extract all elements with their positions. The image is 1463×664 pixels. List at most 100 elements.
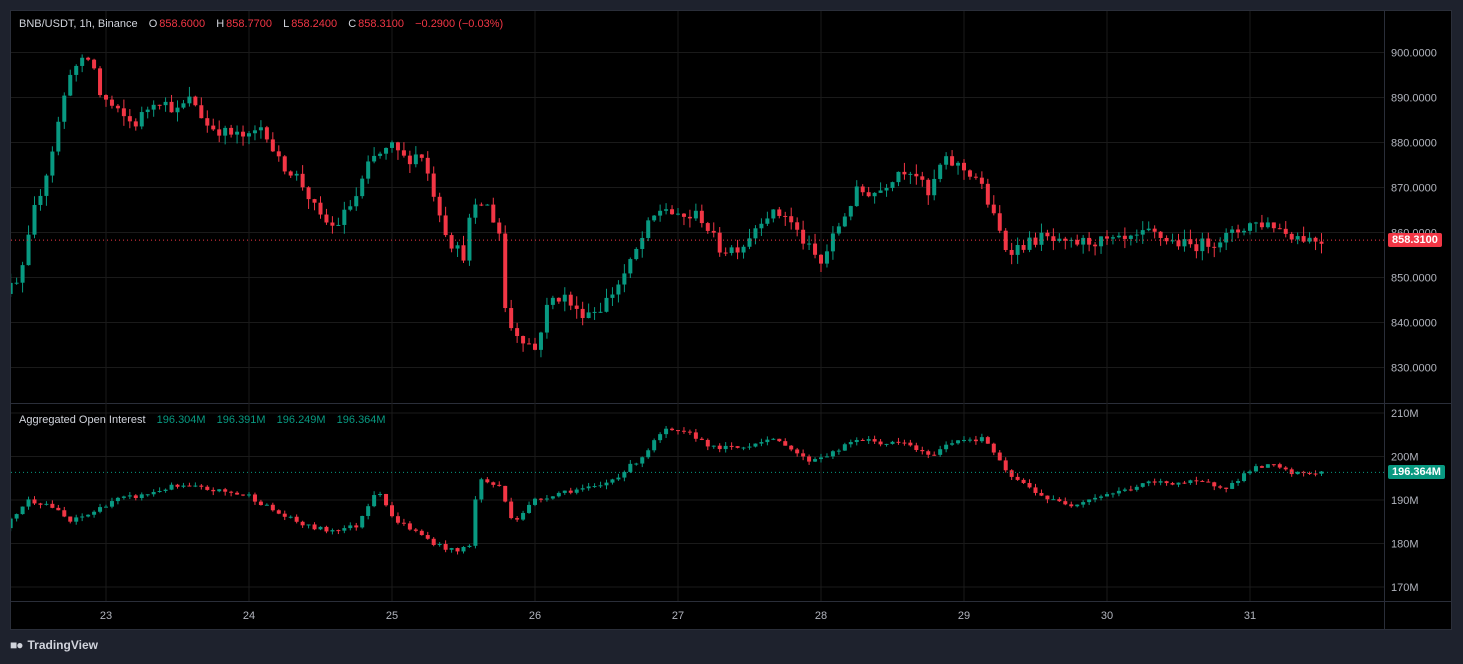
price-candle-body	[985, 183, 990, 205]
price-candle-body	[378, 153, 383, 156]
price-candle-body	[1021, 245, 1026, 250]
price-y-tick-label: 880.0000	[1391, 138, 1437, 150]
price-candle-body	[1164, 237, 1169, 242]
price-candle-body	[241, 131, 246, 137]
x-tick-label: 24	[243, 610, 255, 622]
price-candle-body	[479, 204, 484, 206]
oi-candle-body	[610, 479, 615, 483]
price-candle-body	[1319, 241, 1324, 244]
price-candle-body	[86, 57, 91, 60]
price-candle-body	[115, 105, 120, 109]
oi-candle-body	[1093, 497, 1098, 500]
price-candle-body	[300, 173, 305, 188]
price-candle-body	[616, 284, 621, 295]
oi-value-1: 196.304M	[156, 414, 206, 426]
price-candle-body	[44, 175, 49, 196]
oi-candle-body	[109, 501, 114, 507]
price-candle-body	[276, 151, 281, 157]
x-tick-label: 29	[958, 610, 970, 622]
oi-candle-body	[819, 457, 823, 460]
price-candle-body	[354, 196, 359, 207]
oi-candle-body	[1295, 471, 1300, 475]
oi-candle-body	[401, 522, 406, 524]
price-candle-body	[193, 96, 198, 106]
oi-candle-body	[26, 499, 31, 507]
price-candle-body	[348, 206, 353, 210]
price-candle-body	[598, 311, 603, 313]
oi-candle-body	[74, 517, 79, 522]
price-candle-body	[235, 131, 240, 135]
oi-candle-body	[1128, 489, 1133, 491]
oi-candle-body	[11, 518, 13, 529]
oi-candle-body	[491, 482, 496, 485]
price-candle-body	[68, 74, 73, 96]
oi-candle-body	[276, 510, 281, 514]
price-candle-body	[258, 127, 263, 131]
oi-candle-body	[735, 446, 740, 448]
oi-candle-body	[1069, 504, 1074, 507]
price-candle-body	[181, 103, 186, 108]
oi-candle-body	[1105, 494, 1109, 497]
oi-candle-body	[56, 507, 61, 511]
oi-candle-body	[985, 437, 990, 444]
oi-candle-body	[294, 516, 299, 522]
price-candle-body	[866, 192, 871, 197]
price-candle-body	[32, 204, 37, 235]
oi-candle-body	[133, 495, 138, 499]
open-value: 858.6000	[159, 18, 206, 30]
price-candle-body	[956, 162, 961, 166]
oi-candle-body	[580, 488, 585, 490]
oi-candle-body	[509, 501, 514, 519]
oi-candle-body	[252, 494, 257, 502]
price-candle-body	[914, 173, 919, 177]
oi-candle-body	[288, 516, 293, 518]
chart-frame[interactable]: 900.0000890.0000880.0000870.0000860.0000…	[10, 10, 1452, 630]
symbol-label: BNB/USDT, 1h, Binance	[19, 18, 138, 30]
price-candle-body	[1116, 235, 1121, 238]
oi-candle-body	[372, 495, 377, 507]
oi-candle-body	[1236, 481, 1241, 483]
price-candle-body	[848, 206, 853, 217]
oi-candle-body	[878, 441, 883, 445]
oi-candle-body	[1009, 470, 1014, 477]
price-candle-body	[449, 235, 454, 249]
oi-candle-body	[68, 516, 73, 522]
price-candle-body	[515, 328, 520, 337]
oi-candle-body	[1051, 499, 1056, 501]
oi-candle-body	[842, 444, 847, 451]
oi-candle-body	[884, 443, 889, 445]
oi-candle-body	[729, 445, 734, 447]
oi-candle-body	[717, 445, 722, 450]
oi-candle-body	[652, 440, 657, 451]
oi-candle-body	[1307, 472, 1312, 474]
oi-candle-body	[527, 504, 532, 513]
oi-y-tick-label: 170M	[1391, 582, 1419, 594]
price-candle-body	[175, 107, 180, 113]
x-tick-label: 25	[386, 610, 398, 622]
price-candle-body	[1200, 238, 1205, 252]
oi-candle-body	[1253, 466, 1258, 472]
oi-candle-body	[258, 501, 263, 506]
price-candle-body	[1307, 237, 1312, 242]
price-candle-body	[747, 238, 752, 247]
oi-candle-body	[789, 445, 794, 450]
oi-candle-body	[199, 485, 204, 487]
oi-candle-body	[628, 463, 633, 472]
price-candle-body	[693, 210, 698, 219]
price-candle-body	[413, 154, 418, 165]
price-candle-body	[1289, 233, 1294, 240]
oi-candle-body	[1033, 487, 1038, 493]
oi-candle-body	[813, 459, 818, 462]
tradingview-brand[interactable]: ■● TradingView	[10, 638, 98, 652]
price-candle-body	[997, 213, 1002, 231]
price-candle-body	[467, 217, 472, 261]
chart-canvas[interactable]: 900.0000890.0000880.0000870.0000860.0000…	[11, 11, 1452, 630]
oi-candle-body	[836, 450, 841, 452]
price-candle-body	[306, 187, 311, 200]
price-candle-body	[26, 234, 31, 266]
price-candle-body	[962, 162, 966, 171]
price-candle-body	[854, 186, 859, 207]
price-candle-body	[723, 252, 728, 254]
oi-candle-body	[950, 443, 955, 445]
oi-candle-body	[264, 504, 269, 506]
